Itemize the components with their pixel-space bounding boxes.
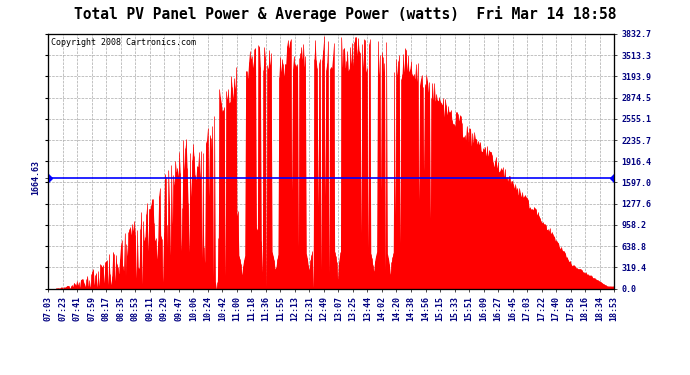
Text: Total PV Panel Power & Average Power (watts)  Fri Mar 14 18:58: Total PV Panel Power & Average Power (wa… <box>74 6 616 22</box>
Text: Copyright 2008 Cartronics.com: Copyright 2008 Cartronics.com <box>51 38 196 46</box>
